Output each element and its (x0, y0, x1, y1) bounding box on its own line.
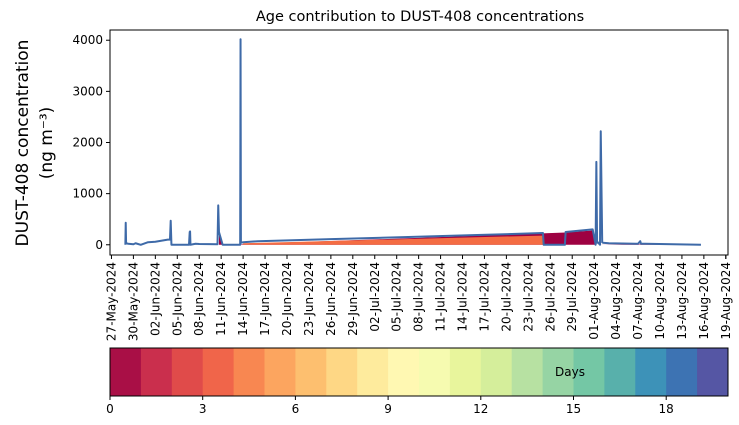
colorbar-bin (388, 348, 420, 396)
x-tick-label: 01-Aug-2024 (587, 262, 601, 340)
colorbar-bin (140, 348, 173, 396)
total-concentration-line (124, 38, 701, 246)
x-tick-label: 05-Jun-2024 (170, 262, 184, 336)
x-tick-label: 08-Jul-2024 (412, 262, 426, 332)
colorbar-bin (326, 348, 358, 396)
x-tick-label: 02-Jun-2024 (148, 262, 162, 336)
colorbar-bin (449, 348, 482, 396)
x-tick-label: 11-Jun-2024 (214, 262, 228, 336)
colorbar-bin (110, 348, 142, 396)
x-tick-label: 11-Jul-2024 (434, 262, 448, 332)
plot-area (124, 38, 701, 246)
colorbar-bin (480, 348, 513, 396)
x-tick-label: 14-Jul-2024 (456, 262, 470, 332)
x-tick-label: 23-Jul-2024 (521, 262, 535, 332)
x-tick-label: 05-Jul-2024 (390, 262, 404, 332)
colorbar-tick-label: 15 (566, 402, 581, 416)
colorbar-bin (171, 348, 204, 396)
colorbar-tick-label: 3 (199, 402, 207, 416)
x-tick-label: 26-Jul-2024 (543, 262, 557, 332)
colorbar-bin (666, 348, 698, 396)
y-tick-label: 3000 (72, 84, 103, 98)
x-tick-label: 29-Jun-2024 (346, 262, 360, 336)
x-tick-label: 20-Jul-2024 (499, 262, 513, 332)
x-tick-label: 17-Jun-2024 (258, 262, 272, 336)
colorbar-bin (419, 348, 451, 396)
y-tick-label: 1000 (72, 187, 103, 201)
colorbar-bin (295, 348, 327, 396)
colorbar-tick-label: 0 (106, 402, 114, 416)
x-tick-label: 17-Jul-2024 (477, 262, 491, 332)
x-tick-label: 14-Jun-2024 (236, 262, 250, 336)
x-tick-label: 02-Jul-2024 (368, 262, 382, 332)
colorbar-tick-label: 6 (292, 402, 300, 416)
x-tick-label: 29-Jul-2024 (565, 262, 579, 332)
colorbar-tick-label: 9 (384, 402, 392, 416)
colorbar-tick-label: 12 (473, 402, 488, 416)
y-tick-label: 2000 (72, 136, 103, 150)
x-tick-label: 13-Aug-2024 (675, 262, 689, 340)
axes-frame (109, 29, 729, 256)
x-tick-label: 27-May-2024 (104, 262, 118, 341)
colorbar-bin (264, 348, 296, 396)
x-tick-label: 26-Jun-2024 (324, 262, 338, 336)
colorbar-tick-label: 18 (659, 402, 674, 416)
colorbar-bin (357, 348, 389, 396)
y-axis-unit: (ng m⁻³) (37, 107, 57, 180)
y-tick-label: 4000 (72, 33, 103, 47)
colorbar-frame (109, 347, 729, 397)
colorbar-bin (542, 348, 574, 396)
colorbar-bin (697, 348, 729, 396)
chart-title: Age contribution to DUST-408 concentrati… (256, 9, 584, 25)
x-tick-label: 10-Aug-2024 (653, 262, 667, 340)
x-tick-label: 07-Aug-2024 (631, 262, 645, 340)
x-tick-label: 20-Jun-2024 (280, 262, 294, 336)
colorbar-bin (635, 348, 667, 396)
x-tick-label: 19-Aug-2024 (719, 262, 733, 340)
colorbar-bin (573, 348, 605, 396)
x-tick-label: 08-Jun-2024 (192, 262, 206, 336)
x-tick-label: 23-Jun-2024 (302, 262, 316, 336)
x-tick-label: 04-Aug-2024 (609, 262, 623, 340)
colorbar-bin (233, 348, 265, 396)
colorbar-bin (604, 348, 636, 396)
age-fill-area (243, 235, 543, 245)
colorbar-label: Days (555, 365, 585, 379)
colorbar: 0 3 6 9 12 15 18 (106, 347, 729, 416)
y-axis-label: DUST-408 concentration (13, 40, 33, 247)
x-tick-label: 16-Aug-2024 (697, 262, 711, 340)
y-tick-label: 0 (95, 238, 103, 252)
colorbar-bin (511, 348, 544, 396)
x-tick-label: 30-May-2024 (126, 262, 140, 341)
colorbar-bin (202, 348, 235, 396)
